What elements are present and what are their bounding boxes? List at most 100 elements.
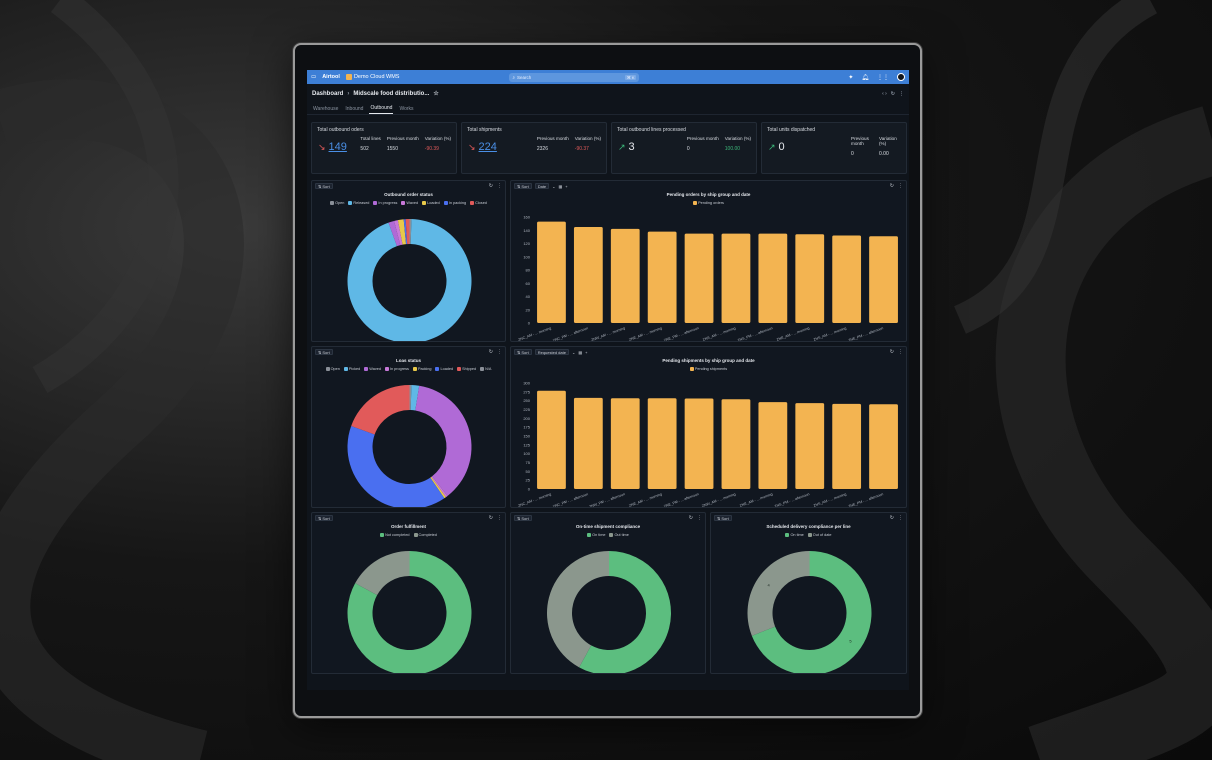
bar[interactable] bbox=[721, 399, 751, 489]
donut-slice[interactable] bbox=[431, 476, 448, 498]
refresh-icon[interactable]: ↻ bbox=[889, 515, 894, 521]
donut-slice[interactable] bbox=[409, 385, 412, 411]
donut-slice[interactable] bbox=[388, 220, 401, 247]
legend-item[interactable]: In progress bbox=[373, 201, 397, 205]
bar[interactable] bbox=[537, 390, 566, 489]
bar[interactable] bbox=[610, 228, 640, 323]
refresh-icon[interactable]: ↻ bbox=[889, 349, 894, 355]
refresh-icon[interactable]: ↻ bbox=[889, 183, 894, 189]
donut-slice[interactable] bbox=[579, 551, 671, 673]
legend-item[interactable]: Not completed bbox=[380, 533, 410, 537]
donut-slice[interactable] bbox=[747, 551, 810, 636]
legend-item[interactable]: Closed bbox=[470, 201, 487, 205]
donut-slice[interactable] bbox=[409, 219, 412, 245]
more-icon[interactable]: ⋮ bbox=[898, 183, 903, 189]
legend-item[interactable]: Out of date bbox=[807, 533, 832, 537]
legend-item[interactable]: Loaded bbox=[435, 367, 453, 371]
bar[interactable] bbox=[573, 397, 603, 489]
legend-item[interactable]: Waved bbox=[364, 367, 381, 371]
refresh-icon[interactable]: ↻ bbox=[890, 90, 895, 97]
bar[interactable] bbox=[832, 403, 862, 489]
calendar-icon[interactable]: ▦ bbox=[558, 183, 563, 189]
donut-slice[interactable] bbox=[397, 219, 407, 245]
donut-slice[interactable] bbox=[751, 551, 872, 673]
refresh-icon[interactable]: ↻ bbox=[488, 349, 493, 355]
legend-item[interactable]: Out time bbox=[609, 533, 629, 537]
donut-slice[interactable] bbox=[351, 385, 410, 435]
date-filter-chip[interactable]: Date bbox=[534, 183, 550, 189]
legend-item[interactable]: Picked bbox=[343, 367, 360, 371]
add-filter-icon[interactable]: + bbox=[565, 183, 568, 189]
bar[interactable] bbox=[869, 404, 898, 489]
tab-outbound[interactable]: Outbound bbox=[369, 105, 394, 114]
search-input[interactable]: ⌕ Search ⌘ K bbox=[509, 72, 640, 82]
donut-slice[interactable] bbox=[347, 219, 472, 341]
legend-item[interactable]: In packing bbox=[443, 201, 466, 205]
legend-item[interactable]: Pending orders bbox=[693, 201, 724, 205]
bar[interactable] bbox=[758, 402, 788, 489]
legend-item[interactable]: Waved bbox=[401, 201, 418, 205]
sort-button[interactable]: ⇅ Sort bbox=[315, 349, 333, 355]
sparkle-icon[interactable]: ✦ bbox=[848, 74, 854, 81]
donut-slice[interactable] bbox=[347, 551, 472, 673]
more-icon[interactable]: ⋮ bbox=[497, 183, 502, 189]
donut-slice[interactable] bbox=[394, 220, 403, 246]
donut-slice[interactable] bbox=[430, 476, 446, 499]
tab-inbound[interactable]: Inbound bbox=[345, 106, 364, 112]
sort-button[interactable]: ⇅ Sort bbox=[315, 515, 333, 521]
donut-slice[interactable] bbox=[355, 551, 410, 596]
chevron-down-icon[interactable]: ⌄ bbox=[552, 183, 556, 189]
breadcrumb-root[interactable]: Dashboard bbox=[312, 90, 344, 97]
legend-item[interactable]: In progress bbox=[384, 367, 409, 371]
donut-slice[interactable] bbox=[405, 219, 410, 245]
prev-next-toggle[interactable]: ‹ › bbox=[882, 90, 887, 97]
sort-button[interactable]: ⇅ Sort bbox=[714, 515, 732, 521]
more-icon[interactable]: ⋮ bbox=[497, 515, 502, 521]
legend-item[interactable]: Released bbox=[348, 201, 369, 205]
more-icon[interactable]: ⋮ bbox=[697, 515, 702, 521]
refresh-icon[interactable]: ↻ bbox=[488, 515, 493, 521]
avatar[interactable] bbox=[897, 73, 905, 81]
tab-warehouse[interactable]: Warehouse bbox=[313, 106, 339, 112]
more-icon[interactable]: ⋮ bbox=[497, 349, 502, 355]
workspace-switcher[interactable]: Demo Cloud WMS bbox=[345, 74, 399, 80]
bar[interactable] bbox=[795, 403, 825, 489]
bar[interactable] bbox=[610, 398, 640, 489]
legend-item[interactable]: Pending shipments bbox=[689, 367, 727, 371]
star-icon[interactable]: ☆ bbox=[433, 91, 439, 97]
bar[interactable] bbox=[721, 233, 751, 323]
bar[interactable] bbox=[647, 398, 677, 489]
legend-item[interactable]: Completed bbox=[413, 533, 437, 537]
kpi-value-link[interactable]: 224 bbox=[478, 141, 497, 153]
sort-button[interactable]: ⇅ Sort bbox=[514, 515, 532, 521]
donut-slice[interactable] bbox=[410, 385, 420, 411]
sort-button[interactable]: ⇅ Sort bbox=[315, 183, 333, 189]
legend-item[interactable]: Open bbox=[325, 367, 340, 371]
donut-slice[interactable] bbox=[403, 219, 408, 245]
tab-works[interactable]: Works bbox=[399, 106, 414, 112]
bell-icon[interactable]: 🔔︎ bbox=[861, 74, 869, 81]
apps-grid-icon[interactable]: ⋮⋮ bbox=[877, 74, 889, 81]
sidebar-toggle-icon[interactable]: ▭ bbox=[311, 74, 317, 80]
more-icon[interactable]: ⋮ bbox=[898, 349, 903, 355]
bar[interactable] bbox=[684, 398, 714, 489]
bar[interactable] bbox=[684, 233, 714, 323]
calendar-icon[interactable]: ▦ bbox=[578, 349, 583, 355]
legend-item[interactable]: Packing bbox=[412, 367, 431, 371]
legend-item[interactable]: Shipped bbox=[457, 367, 476, 371]
add-filter-icon[interactable]: + bbox=[585, 349, 588, 355]
kpi-value-link[interactable]: 149 bbox=[328, 141, 347, 153]
legend-item[interactable]: Open bbox=[330, 201, 344, 205]
bar[interactable] bbox=[869, 236, 898, 323]
bar[interactable] bbox=[647, 231, 677, 323]
legend-item[interactable]: On time bbox=[785, 533, 804, 537]
more-icon[interactable]: ⋮ bbox=[899, 90, 904, 97]
chevron-down-icon[interactable]: ⌄ bbox=[571, 349, 576, 355]
legend-item[interactable]: N/A bbox=[480, 367, 491, 371]
sort-button[interactable]: ⇅ Sort bbox=[514, 183, 532, 189]
donut-slice[interactable] bbox=[347, 425, 445, 507]
legend-item[interactable]: Loaded bbox=[422, 201, 440, 205]
bar[interactable] bbox=[537, 221, 566, 323]
donut-slice[interactable] bbox=[547, 551, 609, 668]
sort-button[interactable]: ⇅ Sort bbox=[514, 349, 532, 355]
